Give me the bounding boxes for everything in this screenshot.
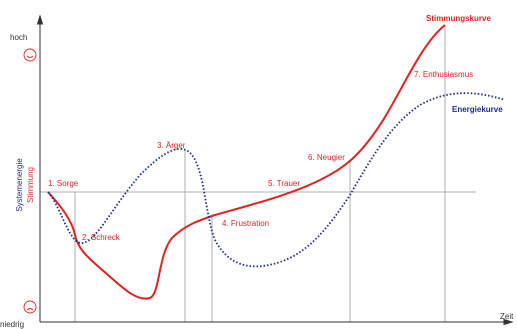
energy-axis-label: Systemenergie — [15, 158, 24, 212]
phase-label: 6. Neugier — [308, 153, 345, 162]
mood-axis-label: Stimmung — [26, 167, 35, 203]
phase-label: 4. Frustration — [222, 219, 269, 228]
phase-label: 5. Trauer — [268, 179, 300, 188]
phase-label: 2. Schreck — [82, 233, 121, 242]
guides — [40, 25, 476, 322]
axes — [36, 14, 514, 326]
mood-curve — [47, 24, 446, 300]
time-label: Zeit — [500, 312, 514, 321]
mood-icons — [23, 48, 37, 314]
phase-label: 1. Sorge — [48, 179, 79, 188]
energy-curve-label: Energiekurve — [452, 105, 503, 114]
phase-label: 3. Ärger — [157, 141, 186, 150]
phase-label: 7. Enthusiasmus — [414, 70, 473, 79]
low-label: niedrig — [0, 320, 24, 329]
energy-curve — [47, 92, 506, 268]
high-label: hoch — [10, 33, 27, 42]
mood-curve-label: Stimmungskurve — [426, 14, 491, 23]
